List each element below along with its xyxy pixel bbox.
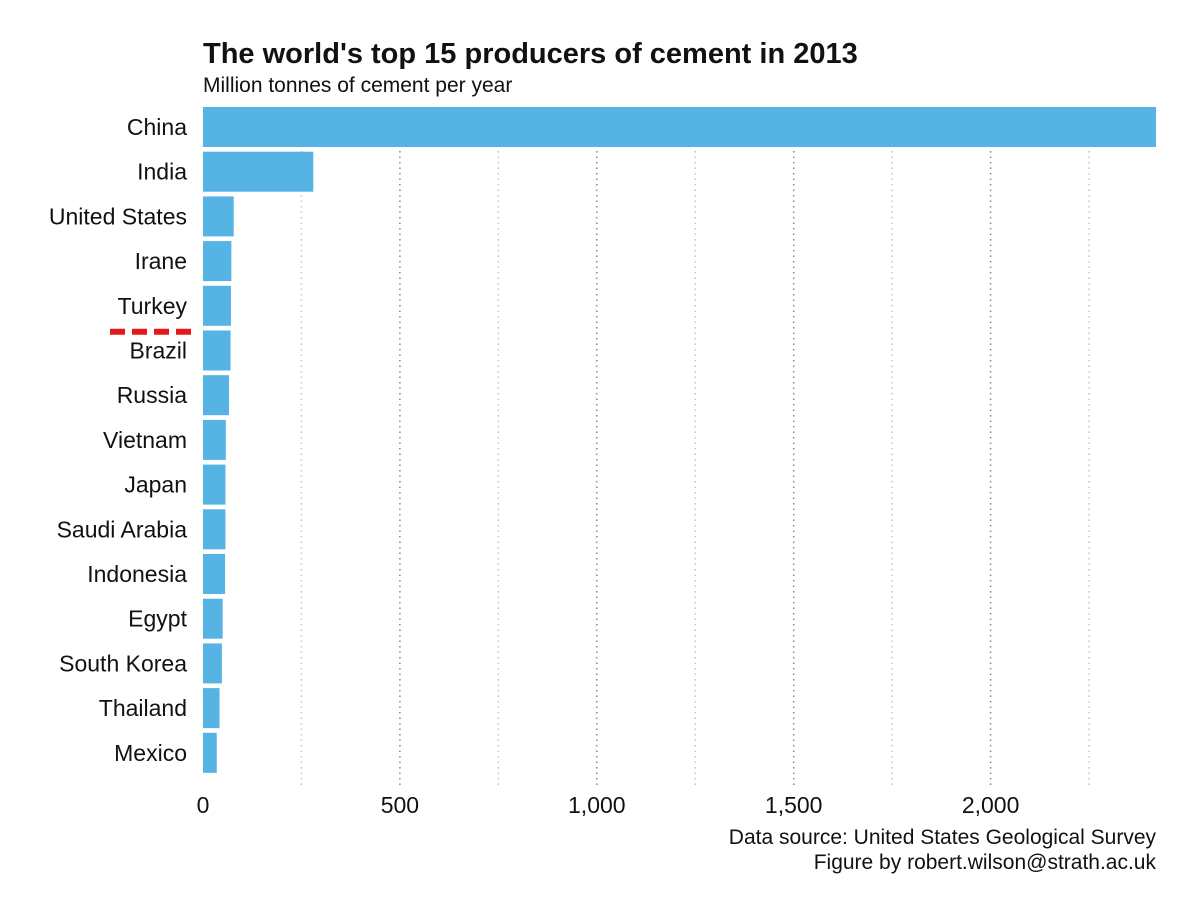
bar-saudi-arabia: [203, 509, 226, 550]
x-tick-label: 500: [381, 792, 419, 818]
x-tick-label: 0: [197, 792, 210, 818]
data-source-caption: Data source: United States Geological Su…: [728, 826, 1156, 849]
category-label: Russia: [117, 382, 188, 408]
bar-turkey: [203, 285, 231, 326]
category-label: Turkey: [118, 293, 188, 319]
category-label: India: [137, 159, 187, 185]
category-label: South Korea: [59, 650, 187, 676]
x-tick-label: 2,000: [962, 792, 1020, 818]
bar-indonesia: [203, 554, 226, 594]
category-label: Indonesia: [87, 561, 187, 587]
category-labels: China India United States Irane Turkey Brazil…: [49, 114, 188, 766]
category-label: Mexico: [114, 740, 187, 766]
bar-egypt: [203, 598, 223, 639]
bar-brazil: [203, 330, 231, 371]
category-label: Irane: [135, 248, 187, 274]
author-caption: Figure by robert.wilson@strath.ac.uk: [813, 851, 1156, 874]
chart-subtitle: Million tonnes of cement per year: [203, 74, 513, 97]
chart-title: The world's top 15 producers of cement i…: [203, 38, 858, 70]
category-label: Thailand: [99, 695, 187, 721]
category-label: China: [127, 114, 187, 140]
bar-russia: [203, 375, 229, 416]
bar-mexico: [203, 732, 217, 773]
category-label: Egypt: [128, 606, 187, 632]
bar-china: [203, 107, 1156, 147]
bar-irane: [203, 241, 232, 282]
category-label: Saudi Arabia: [57, 516, 188, 542]
bar-south-korea: [203, 643, 222, 684]
bar-vietnam: [203, 419, 226, 460]
bars: [203, 107, 1156, 773]
category-label: Brazil: [129, 338, 187, 364]
grid-lines: [300, 107, 1090, 785]
category-label: Japan: [124, 472, 187, 498]
x-tick-label: 1,000: [568, 792, 626, 818]
x-tick-label: 1,500: [765, 792, 823, 818]
bar-thailand: [203, 688, 220, 729]
bar-india: [203, 151, 314, 192]
bar-japan: [203, 464, 226, 505]
category-label: Vietnam: [103, 427, 187, 453]
bar-united-states: [203, 196, 234, 237]
x-tick-labels: 0 500 1,000 1,500 2,000: [197, 792, 1020, 818]
category-label: United States: [49, 203, 187, 229]
